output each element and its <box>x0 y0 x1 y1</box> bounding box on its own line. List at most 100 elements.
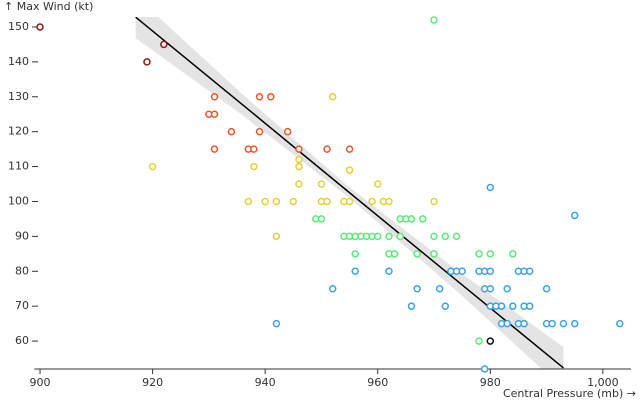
point <box>396 232 404 241</box>
point <box>486 284 495 293</box>
y-tick-label: 150 <box>8 20 29 33</box>
point <box>345 166 354 174</box>
x-tick-label: 920 <box>142 376 163 389</box>
point <box>373 180 382 188</box>
point <box>255 127 264 136</box>
y-tick-label: 80 <box>15 264 29 277</box>
point <box>452 232 461 241</box>
point <box>458 267 466 276</box>
point <box>295 162 303 171</box>
y-tick-label: 120 <box>8 125 29 138</box>
y-tick-label: 110 <box>8 160 29 173</box>
point <box>430 197 438 206</box>
point <box>413 250 421 258</box>
point <box>323 145 331 153</box>
point <box>441 232 450 241</box>
point <box>480 365 489 373</box>
point <box>509 302 517 310</box>
point <box>143 58 151 66</box>
point <box>295 180 303 188</box>
point <box>509 250 517 258</box>
point <box>497 302 506 310</box>
point <box>160 40 168 49</box>
point <box>295 145 303 153</box>
point <box>295 155 303 164</box>
point <box>486 337 495 345</box>
point <box>503 284 511 293</box>
point <box>385 197 393 206</box>
point <box>385 232 393 241</box>
point <box>407 215 416 223</box>
point <box>368 197 376 206</box>
point <box>441 302 450 310</box>
point <box>250 162 258 171</box>
point <box>559 319 568 328</box>
point <box>255 93 264 101</box>
point <box>390 250 399 258</box>
point <box>475 337 483 345</box>
point <box>430 232 438 241</box>
point <box>210 145 219 153</box>
point <box>525 267 534 276</box>
y-tick-label: 90 <box>15 229 29 242</box>
point <box>283 127 292 136</box>
point <box>36 23 44 31</box>
point <box>570 211 579 220</box>
point <box>351 250 359 258</box>
point <box>486 183 495 192</box>
point <box>227 127 236 136</box>
y-tick-label: 70 <box>15 299 29 312</box>
point <box>548 319 556 328</box>
x-tick-label: 960 <box>367 376 388 389</box>
point <box>435 284 444 293</box>
point <box>317 215 326 223</box>
x-tick-label: 980 <box>480 376 501 389</box>
point <box>328 93 337 101</box>
point <box>323 197 331 206</box>
x-tick-label: 940 <box>255 376 276 389</box>
y-axis-label: ↑ Max Wind (kt) <box>4 0 93 13</box>
point <box>413 284 421 293</box>
point <box>407 302 416 310</box>
y-tick-label: 100 <box>8 194 29 207</box>
point <box>210 93 219 101</box>
point <box>345 197 354 206</box>
x-axis-label: Central Pressure (mb) → <box>503 387 636 400</box>
point <box>250 145 258 153</box>
point <box>272 319 281 328</box>
point <box>317 180 326 188</box>
point <box>525 302 534 310</box>
point <box>210 110 219 118</box>
point <box>289 197 298 206</box>
point <box>272 197 281 206</box>
point <box>272 232 281 241</box>
point <box>345 145 354 153</box>
x-tick-label: 900 <box>30 376 51 389</box>
trend-layer <box>135 17 564 369</box>
point <box>615 319 624 328</box>
trend-line <box>135 17 564 369</box>
point <box>244 197 253 206</box>
point <box>542 284 551 293</box>
y-tick-label: 130 <box>8 90 29 103</box>
point <box>267 93 275 101</box>
point <box>486 267 495 276</box>
point <box>430 16 438 24</box>
y-tick-label: 60 <box>15 334 29 347</box>
point <box>430 250 438 258</box>
point <box>475 250 483 258</box>
point <box>261 197 269 206</box>
x-tick-label: 1,000 <box>587 376 619 389</box>
point <box>503 319 511 328</box>
point <box>385 267 393 276</box>
point <box>373 232 382 241</box>
y-tick-label: 140 <box>8 55 29 68</box>
confidence-band <box>135 17 564 369</box>
point <box>570 319 579 328</box>
point <box>328 284 337 293</box>
point <box>351 267 359 276</box>
point <box>148 162 157 171</box>
point <box>520 319 528 328</box>
point <box>486 250 495 258</box>
